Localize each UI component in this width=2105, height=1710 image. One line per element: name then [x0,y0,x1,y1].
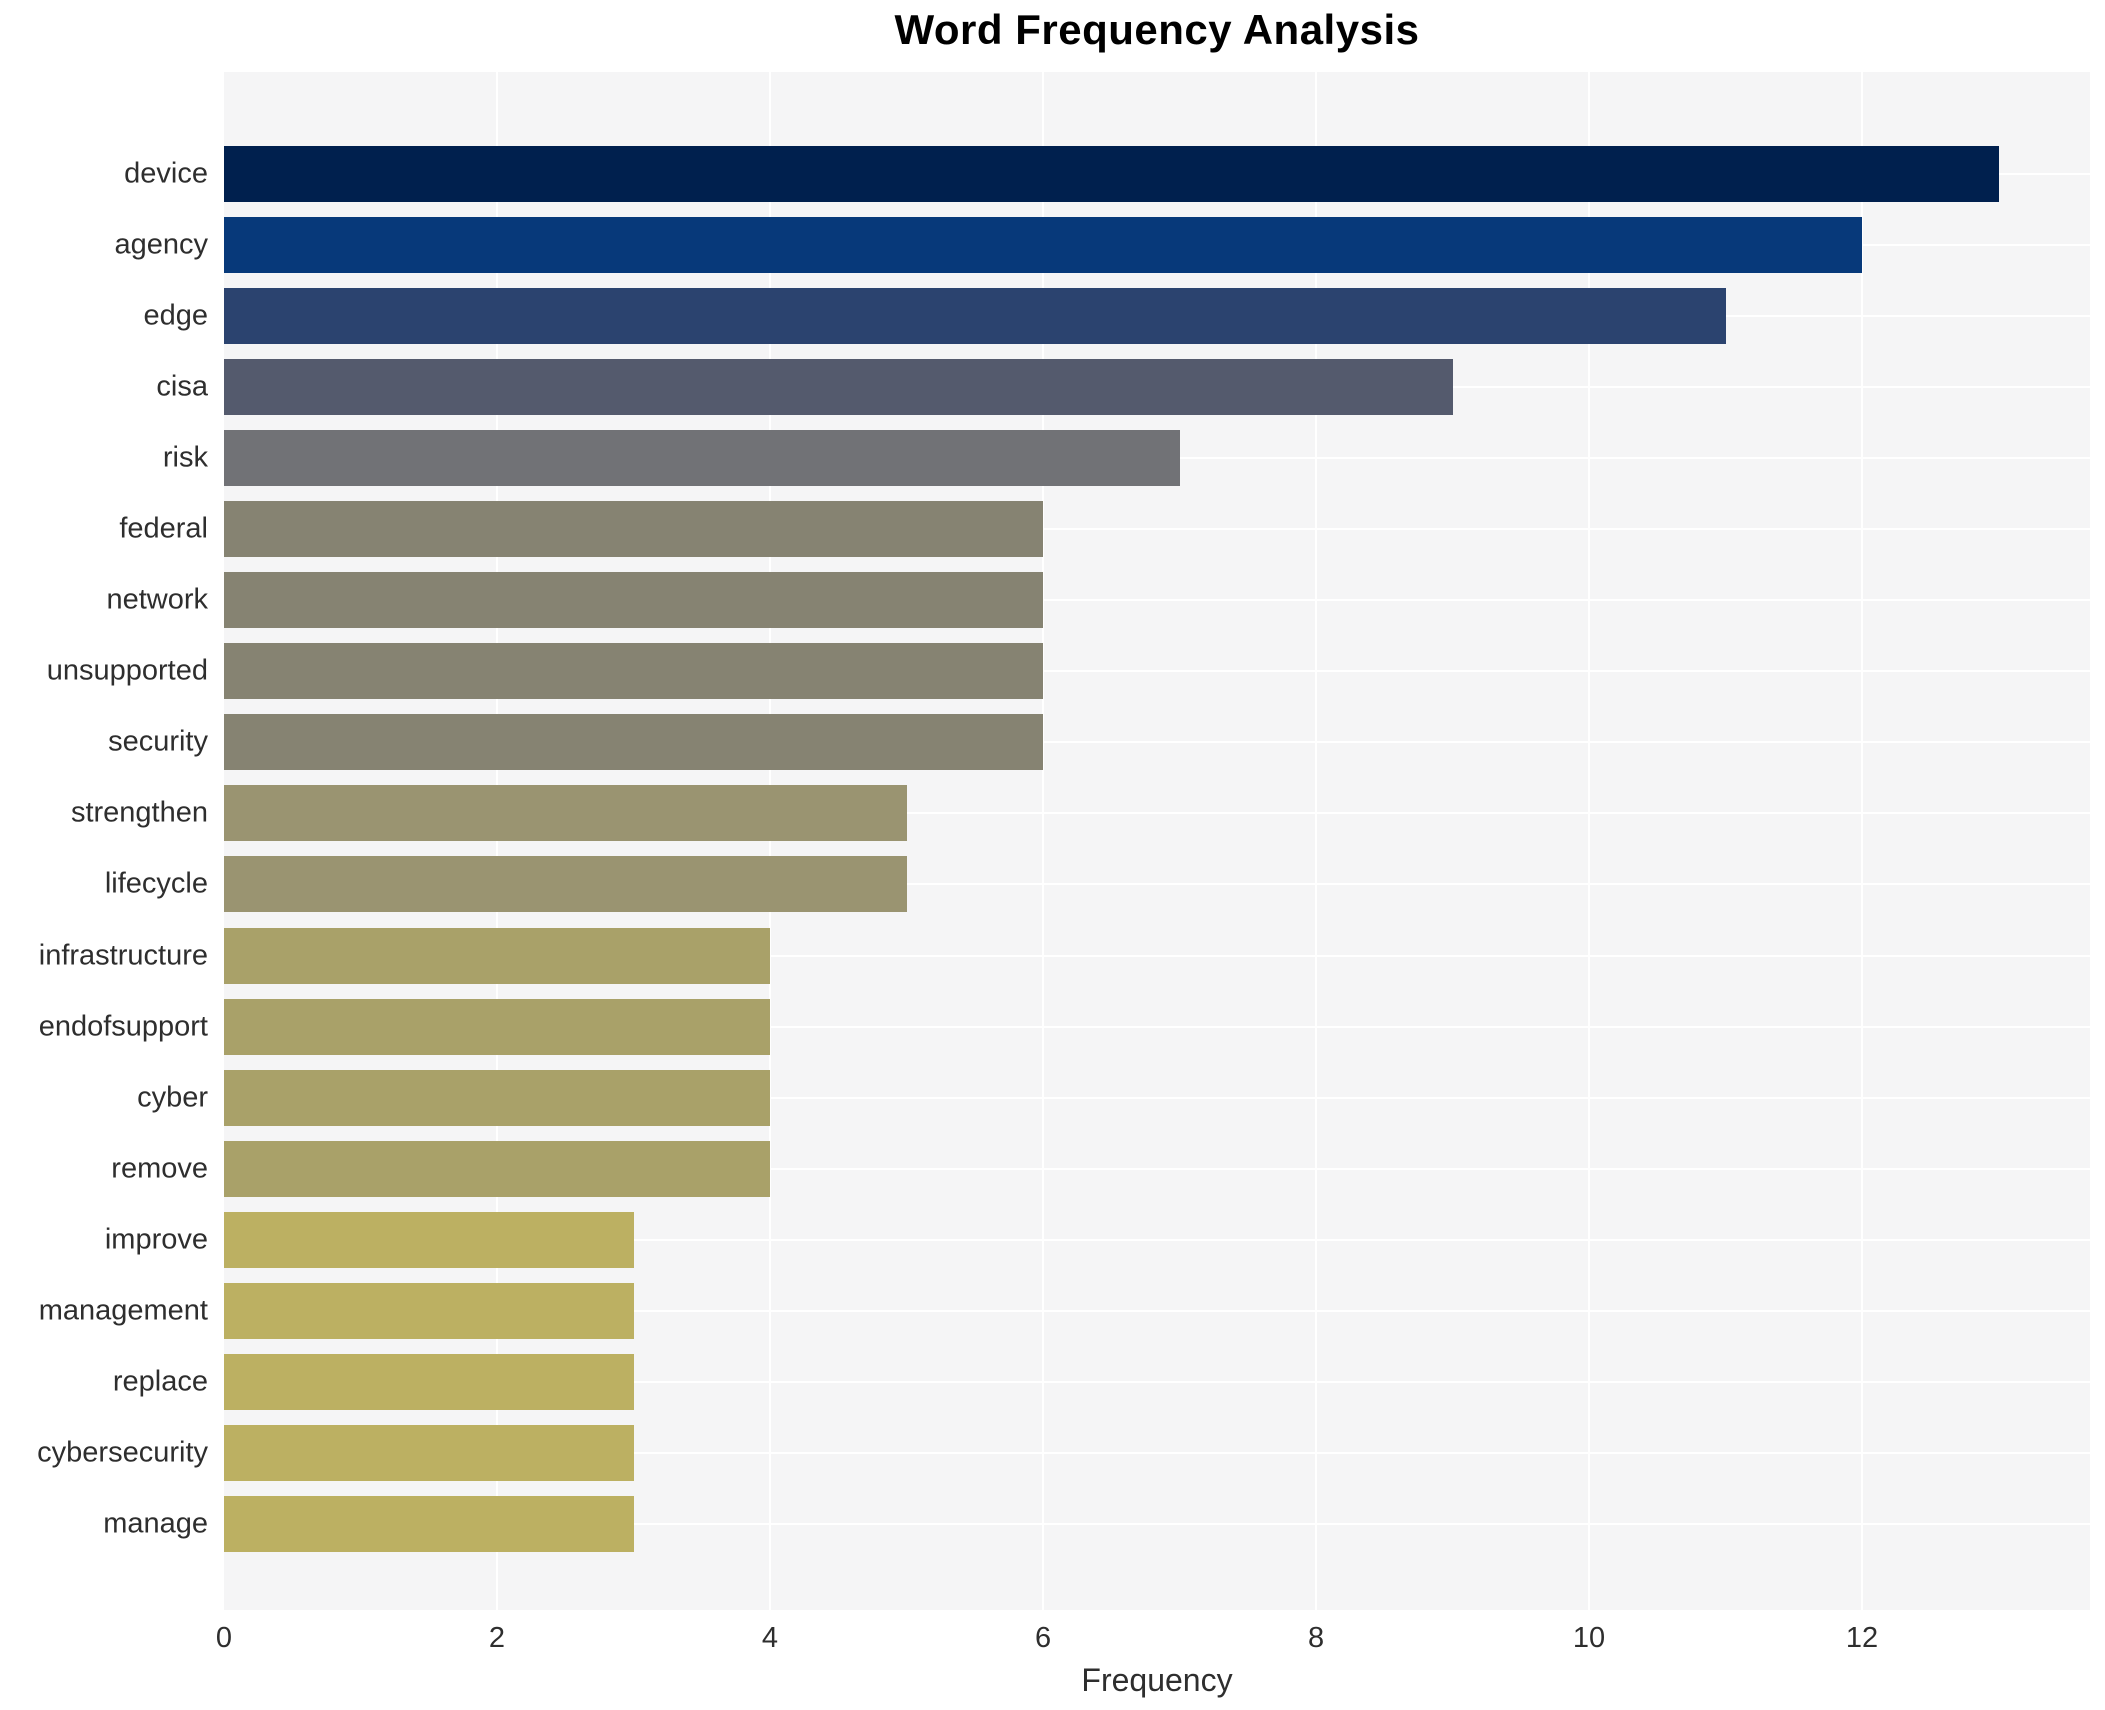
bar-unsupported [224,643,1044,700]
y-gridline [224,1238,2090,1241]
x-tick-label-8: 8 [1307,1622,1325,1654]
bar-device [224,145,1999,202]
category-label-risk: risk [162,441,208,474]
category-label-device: device [124,157,208,190]
category-label-security: security [108,725,208,758]
y-gridline [224,599,2090,602]
category-label-cyber: cyber [137,1081,208,1114]
x-gridline-10 [1588,72,1591,1610]
bar-lifecycle [224,856,907,913]
category-label-manage: manage [103,1507,208,1540]
y-gridline [224,528,2090,531]
chart-title: Word Frequency Analysis [894,6,1420,53]
x-tick-label-0: 0 [215,1622,233,1654]
x-tick-label-4: 4 [761,1622,779,1654]
bar-row: security [108,707,2090,778]
bar-row: endofsupport [39,991,2090,1062]
bar-row: cyber [137,1062,2090,1133]
x-tick-label-6: 6 [1034,1622,1052,1654]
bar-cybersecurity [224,1425,634,1482]
x-axis-label: Frequency [1081,1662,1233,1698]
bar-row: risk [163,422,2090,493]
bar-strengthen [224,785,907,842]
category-label-unsupported: unsupported [46,654,208,687]
category-label-improve: improve [104,1223,208,1256]
bar-row: cybersecurity [37,1418,2090,1489]
bar-row: unsupported [47,636,2090,707]
y-gridline [224,1025,2090,1028]
plot-area: device agency edge cisa risk federal network un… [37,72,2090,1610]
y-gridline [224,1452,2090,1455]
bar-row: improve [105,1204,2090,1275]
category-label-edge: edge [143,299,208,332]
category-label-cybersecurity: cybersecurity [37,1436,208,1469]
bar-federal [224,501,1044,558]
bar-row: remove [111,1133,2090,1204]
y-gridline [224,741,2090,744]
bar-row: cisa [156,351,2090,422]
bar-remove [224,1140,770,1197]
bar-row: replace [113,1347,2090,1418]
bar-agency [224,216,1863,273]
x-tick-label-10: 10 [1572,1622,1606,1654]
category-label-remove: remove [111,1152,208,1185]
y-gridline [224,1096,2090,1099]
x-gridline-6 [1042,72,1045,1610]
bar-infrastructure [224,927,770,984]
bar-rows-container: device agency edge cisa risk federal network un… [37,72,2090,1610]
category-label-network: network [106,583,208,616]
y-gridline [224,1167,2090,1170]
bar-row: strengthen [71,778,2090,849]
x-tick-label-12: 12 [1845,1622,1879,1654]
x-gridline-8 [1315,72,1318,1610]
category-label-federal: federal [119,512,208,545]
bar-management [224,1283,634,1340]
bar-cisa [224,358,1453,415]
x-tick-label-2: 2 [488,1622,506,1654]
y-gridline [224,954,2090,957]
y-gridline [224,883,2090,886]
category-label-cisa: cisa [156,370,208,403]
bar-row: agency [114,209,2090,280]
bar-edge [224,287,1726,344]
bar-risk [224,429,1180,486]
bar-row: lifecycle [105,849,2090,920]
category-label-replace: replace [112,1365,208,1398]
y-gridline [224,1310,2090,1313]
bar-network [224,572,1044,629]
y-gridline [224,1381,2090,1384]
bar-replace [224,1354,634,1411]
bar-row: federal [119,493,2090,564]
bar-row: device [124,138,2090,209]
x-axis-ticks: 0 2 4 6 8 10 12 [216,1622,2090,1662]
bar-row: infrastructure [39,920,2090,991]
bar-cyber [224,1069,770,1126]
category-label-management: management [38,1294,208,1327]
y-gridline [224,670,2090,673]
bar-endofsupport [224,998,770,1055]
category-label-lifecycle: lifecycle [104,867,208,900]
bar-row: edge [143,280,2090,351]
bar-manage [224,1496,634,1553]
bar-row: manage [103,1489,2090,1560]
bar-security [224,714,1044,771]
category-label-infrastructure: infrastructure [38,939,208,972]
bar-row: management [39,1276,2090,1347]
y-gridline [224,1523,2090,1526]
y-gridline [224,812,2090,815]
x-gridline-12 [1861,72,1864,1610]
category-label-agency: agency [114,228,208,261]
bar-improve [224,1211,634,1268]
category-label-strengthen: strengthen [70,796,208,829]
category-label-endofsupport: endofsupport [38,1010,208,1043]
bar-row: network [106,565,2090,636]
